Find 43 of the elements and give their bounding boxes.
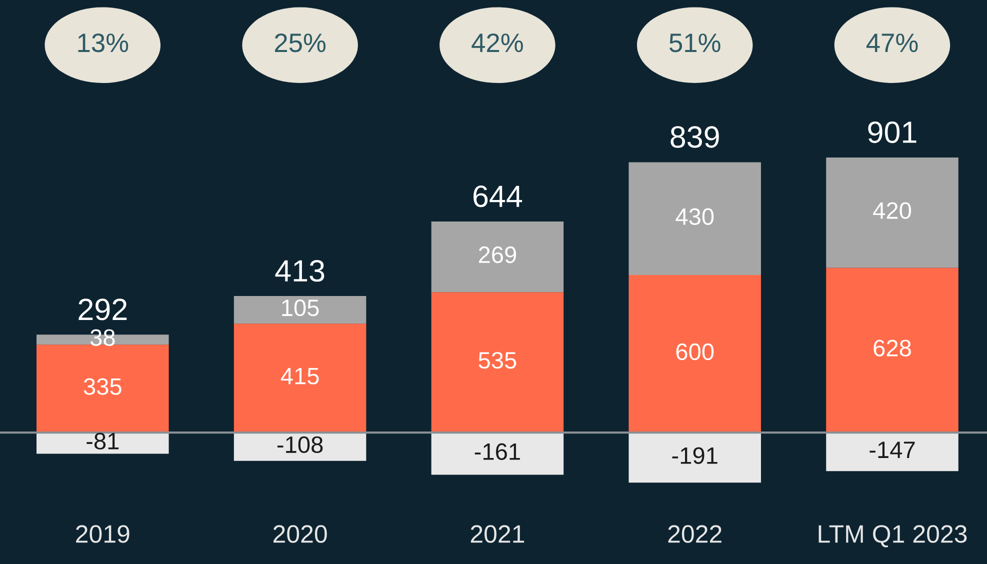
bar [431,292,564,433]
data-label: -108 [277,436,323,454]
total-label: 901 [868,121,916,144]
total-label: 413 [275,260,324,282]
x-tick-label: LTM Q1 2023 [818,525,967,548]
total-label: 839 [670,126,719,148]
x-tick-label: 2021 [470,525,524,543]
data-label: -191 [672,447,718,464]
bar [628,275,761,433]
total-label: 644 [474,186,522,208]
data-label: 415 [280,368,319,384]
bar [628,162,761,276]
x-tick-label: 2022 [668,525,722,543]
bar [234,296,366,324]
bar [628,432,761,483]
bar [36,432,169,454]
bar [826,157,958,268]
x-tick-label: 2019 [76,525,130,543]
text: 51% [669,34,720,52]
bar [826,432,958,472]
bar [234,432,366,461]
bar [36,344,169,433]
data-label: -81 [86,432,119,450]
data-label: 600 [676,343,714,360]
data-label: 335 [84,378,122,395]
bar [431,432,564,475]
text: 47% [866,34,918,52]
data-label: -161 [474,443,520,460]
data-label: 105 [282,299,319,316]
data-label: 535 [478,352,516,369]
text: 25% [274,34,326,52]
bar [826,268,958,433]
data-label: 420 [873,202,912,219]
data-label: 430 [676,208,714,225]
total-label: 292 [78,298,127,320]
data-label: 269 [478,246,516,264]
text: 13% [78,34,128,52]
data-label: -147 [870,442,915,458]
data-label: 628 [874,340,911,356]
bar [431,222,564,292]
bar [234,324,366,433]
text: 42% [472,34,523,52]
x-tick-label: 2020 [274,525,327,543]
